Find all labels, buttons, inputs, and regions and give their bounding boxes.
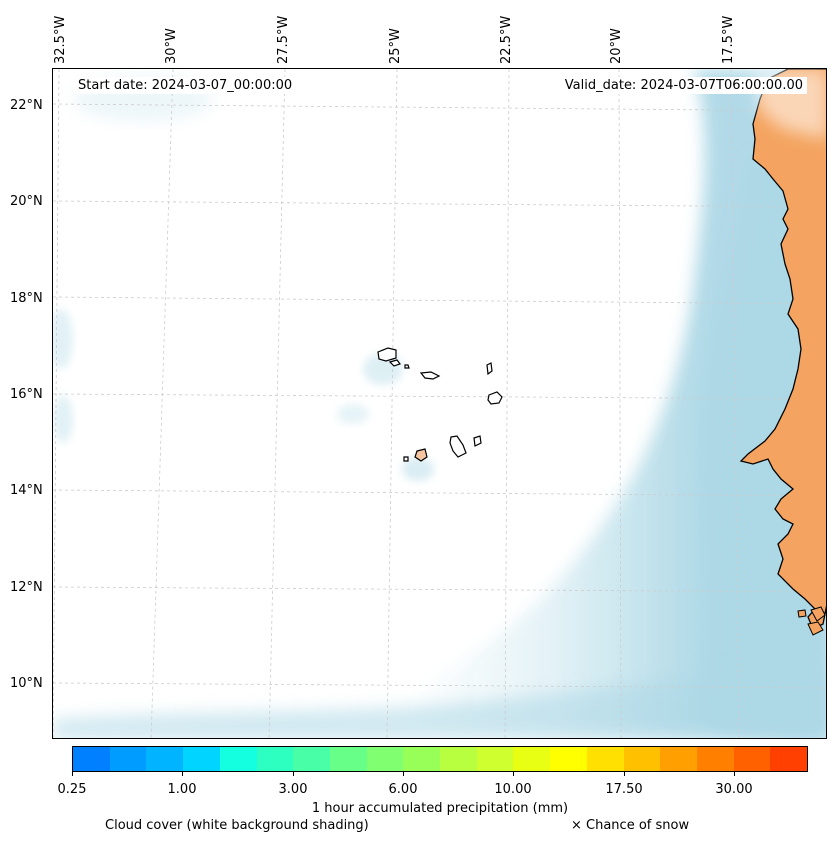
- map-canvas: [53, 69, 826, 738]
- colorbar-tickmark: [403, 772, 404, 776]
- cabo-verde-islands: [377, 347, 503, 462]
- graticule: [53, 69, 826, 738]
- colorbar-tick-label: 10.00: [494, 782, 532, 797]
- cloud-patch-islands-3: [337, 404, 369, 424]
- colorbar-swatch: [366, 747, 404, 771]
- colorbar-tickmark: [513, 772, 514, 776]
- colorbar-swatch: [770, 747, 808, 771]
- valid-date-label: Valid_date: 2024-03-07T06:00:00.00: [560, 77, 807, 94]
- colorbar-tickmark: [72, 772, 73, 776]
- colorbar-tick-label: 0.25: [57, 782, 87, 797]
- lat-label-10n: 10°N: [10, 676, 43, 691]
- island-bijagos-1: [810, 606, 826, 622]
- island-santo-antao: [377, 347, 397, 362]
- colorbar-swatch: [513, 747, 551, 771]
- colorbar-swatch: [403, 747, 441, 771]
- colorbar-swatch: [550, 747, 587, 771]
- colorbar-swatch: [476, 747, 514, 771]
- colorbar-swatch: [183, 747, 220, 771]
- cloud-patch-islands-2: [402, 457, 434, 481]
- lon-label-17-5w: 17.5°W: [721, 15, 736, 64]
- island-maio: [473, 435, 482, 447]
- colorbar-swatch: [329, 747, 367, 771]
- island-fogo: [414, 448, 428, 462]
- start-date-label: Start date: 2024-03-07_00:00:00: [74, 77, 297, 94]
- coastline-west-africa: [739, 69, 826, 630]
- precipitation-colorbar: [72, 746, 808, 772]
- island-santa-luzia: [404, 364, 410, 369]
- cloud-band-south: [53, 669, 826, 738]
- colorbar-tickmark: [182, 772, 183, 776]
- colorbar-tickmark: [734, 772, 735, 776]
- island-santiago: [449, 435, 467, 458]
- island-sao-vicente: [388, 359, 401, 367]
- lon-label-20w: 20°W: [609, 28, 624, 64]
- colorbar-swatch: [623, 747, 661, 771]
- colorbar-tick-label: 30.00: [715, 782, 753, 797]
- colorbar-swatch: [73, 747, 110, 771]
- cloud-cover-legend: Cloud cover (white background shading): [105, 818, 369, 833]
- colorbar-tickmark: [624, 772, 625, 776]
- colorbar-swatch: [440, 747, 477, 771]
- colorbar-swatch: [109, 747, 147, 771]
- lat-label-16n: 16°N: [10, 387, 43, 402]
- lon-label-27-5w: 27.5°W: [276, 15, 291, 64]
- lon-label-25w: 25°W: [388, 28, 403, 64]
- colorbar-title: 1 hour accumulated precipitation (mm): [311, 801, 569, 816]
- colorbar-swatch: [219, 747, 257, 771]
- cloud-cover-shading: [53, 69, 826, 738]
- colorbar-swatch: [256, 747, 294, 771]
- island-bijagos-2: [807, 621, 824, 636]
- colorbar-swatch: [146, 747, 184, 771]
- colorbar-tick-label: 17.50: [605, 782, 643, 797]
- lon-label-30w: 30°W: [164, 28, 179, 64]
- island-sal: [486, 362, 493, 376]
- colorbar-swatch: [660, 747, 697, 771]
- snow-legend: × Chance of snow: [571, 818, 690, 833]
- island-brava: [403, 456, 409, 462]
- lat-label-18n: 18°N: [10, 291, 43, 306]
- colorbar-tickmark: [293, 772, 294, 776]
- map-panel: Start date: 2024-03-07_00:00:00 Valid_da…: [52, 68, 827, 739]
- island-sao-nicolau: [419, 371, 441, 380]
- lat-label-22n: 22°N: [10, 98, 43, 113]
- cloud-patch-west: [53, 309, 73, 369]
- colorbar-swatch: [696, 747, 734, 771]
- colorbar-tick-label: 3.00: [278, 782, 308, 797]
- colorbar-swatch: [733, 747, 771, 771]
- cloud-patch-west-2: [53, 395, 73, 443]
- colorbar-tick-label: 6.00: [388, 782, 418, 797]
- colorbar-swatch: [293, 747, 330, 771]
- lat-label-20n: 20°N: [10, 194, 43, 209]
- lat-label-14n: 14°N: [10, 483, 43, 498]
- island-bijagos-3: [797, 609, 807, 618]
- lon-label-22-5w: 22.5°W: [499, 15, 514, 64]
- colorbar-tick-label: 1.00: [167, 782, 197, 797]
- colorbar-swatch: [586, 747, 624, 771]
- lat-label-12n: 12°N: [10, 580, 43, 595]
- lon-label-32-5w: 32.5°W: [53, 15, 68, 64]
- island-boa-vista: [487, 391, 503, 405]
